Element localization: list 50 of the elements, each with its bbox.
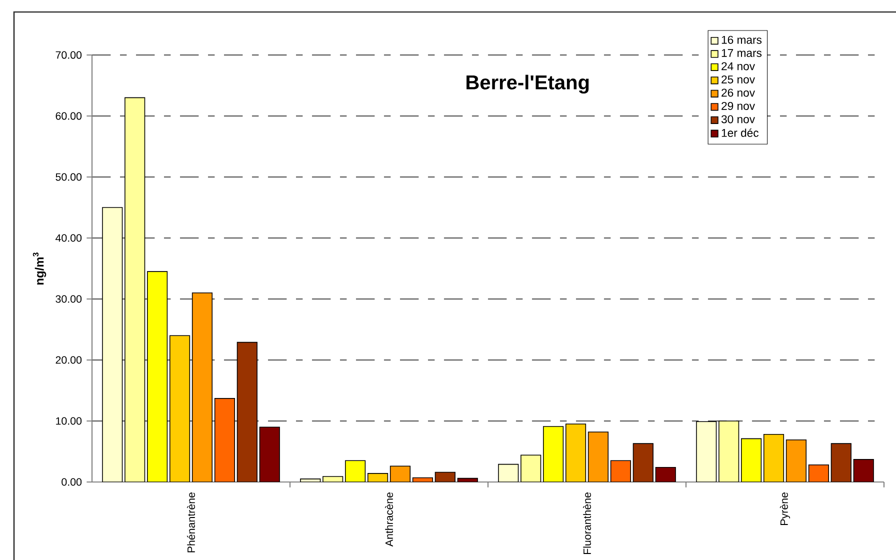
y-axis-title: ng/m$^{3}$ bbox=[32, 252, 46, 285]
y-tick-label: 20.00 bbox=[56, 356, 82, 364]
bar bbox=[655, 466, 676, 482]
legend-label: 17 mars bbox=[722, 49, 762, 57]
bar bbox=[345, 460, 366, 482]
x-tick-label: Pyrène bbox=[780, 492, 790, 525]
legend-label: 30 nov bbox=[721, 115, 755, 124]
legend-label: 24 nov bbox=[722, 62, 755, 70]
y-tick-label: 60.00 bbox=[56, 112, 82, 120]
legend-label: 26 nov bbox=[722, 88, 755, 97]
bar bbox=[367, 473, 388, 482]
bar bbox=[214, 398, 236, 482]
legend-label: 1er déc bbox=[722, 128, 759, 137]
legend-label: 25 nov bbox=[722, 75, 755, 84]
bar bbox=[498, 464, 519, 482]
bar bbox=[696, 421, 717, 482]
bar bbox=[147, 271, 168, 482]
bar bbox=[192, 292, 213, 482]
bar bbox=[124, 97, 146, 482]
x-tick-label: Fluoranthène bbox=[583, 492, 591, 554]
y-tick-label: 10.00 bbox=[56, 417, 82, 425]
y-tick-label: 70.00 bbox=[56, 51, 82, 59]
bar bbox=[588, 432, 609, 482]
y-tick-label: 40.00 bbox=[56, 234, 82, 242]
bar bbox=[853, 459, 874, 482]
bar bbox=[610, 460, 631, 482]
bar bbox=[236, 342, 258, 482]
bar bbox=[740, 438, 762, 482]
bar bbox=[830, 443, 852, 482]
bar bbox=[520, 454, 542, 482]
bar bbox=[259, 426, 280, 482]
bar bbox=[718, 420, 740, 482]
text: Berre-l'Etang bbox=[466, 74, 589, 94]
legend-label: 16 mars bbox=[722, 36, 762, 44]
bar bbox=[632, 443, 654, 482]
bar bbox=[102, 207, 123, 482]
legend-label: 29 nov bbox=[722, 102, 755, 110]
bar bbox=[565, 424, 586, 482]
bar bbox=[763, 434, 784, 482]
y-tick-label: 30.00 bbox=[56, 295, 82, 303]
bar bbox=[786, 440, 807, 482]
y-tick-label: 50.00 bbox=[56, 173, 82, 181]
x-tick-label: Anthracène bbox=[385, 492, 393, 547]
y-tick-label: 0.00 bbox=[62, 478, 82, 486]
bar bbox=[412, 477, 433, 482]
bar bbox=[390, 466, 411, 482]
bar bbox=[808, 464, 829, 482]
bar bbox=[542, 426, 564, 482]
x-tick-label: Phénantrène bbox=[187, 492, 195, 552]
bar bbox=[169, 335, 190, 482]
